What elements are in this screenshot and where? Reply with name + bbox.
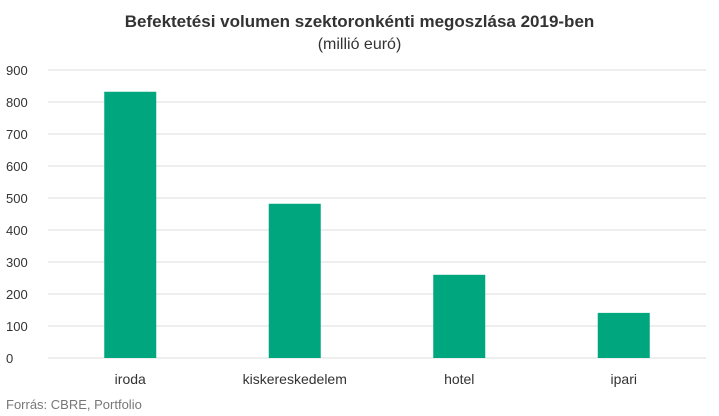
chart-title: Befektetési volumen szektoronkénti megos… [124,12,595,31]
x-category-label: hotel [444,371,474,387]
x-axis-labels: iroda kiskereskedelem hotel ipari [115,371,637,387]
bar-iroda [104,91,157,358]
y-tick-label: 500 [6,191,28,206]
y-tick-label: 600 [6,159,28,174]
y-tick-label: 800 [6,95,28,110]
bars [104,91,650,358]
chart-subtitle: (millió euró) [317,36,402,53]
bar-kiskereskedelem [268,203,321,358]
bar-hotel [433,274,486,358]
x-category-label: iroda [115,371,146,387]
x-category-label: kiskereskedelem [243,371,347,387]
y-tick-label: 700 [6,127,28,142]
x-category-label: ipari [611,371,637,387]
y-axis-ticks: 0 100 200 300 400 500 600 700 800 900 [6,63,28,366]
gridlines [48,69,706,359]
y-tick-label: 200 [6,287,28,302]
bar-ipari [597,312,650,358]
y-tick-label: 400 [6,223,28,238]
y-tick-label: 0 [6,351,13,366]
y-tick-label: 100 [6,319,28,334]
y-tick-label: 300 [6,255,28,270]
y-tick-label: 900 [6,63,28,78]
source-note: Forrás: CBRE, Portfolio [6,397,142,412]
